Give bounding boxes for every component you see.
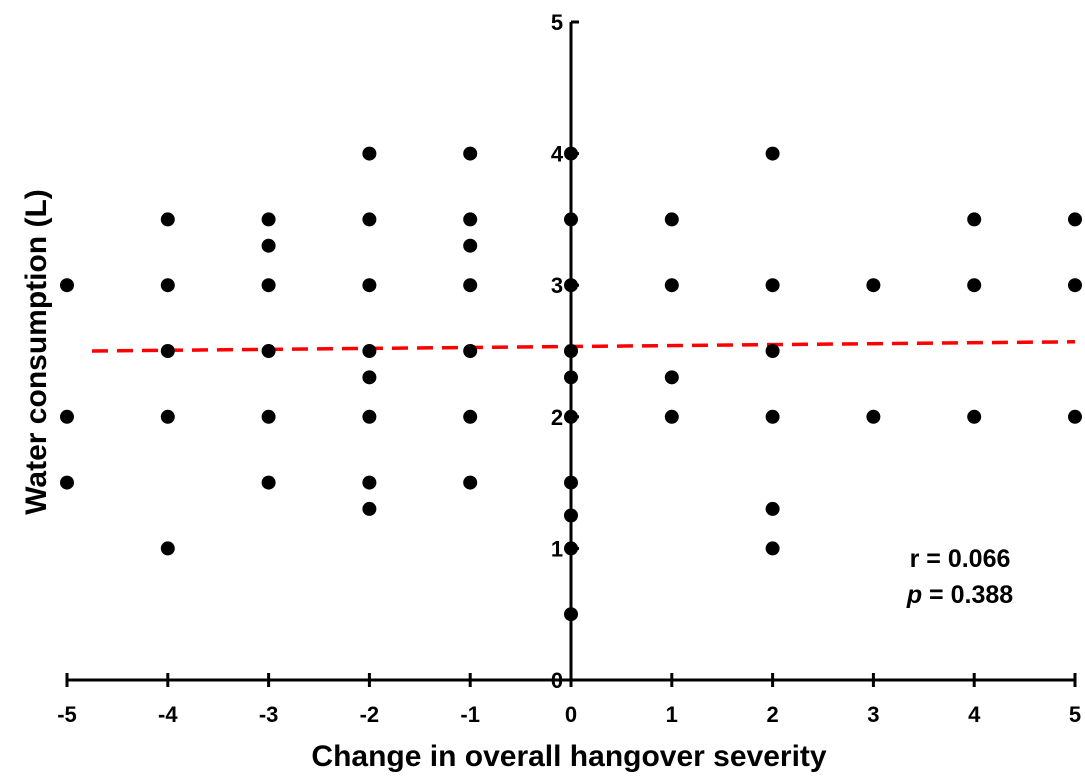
data-point <box>765 278 780 293</box>
data-point <box>362 370 377 385</box>
r-annotation: r = 0.066 <box>910 545 1011 573</box>
p-value: = 0.388 <box>922 581 1013 609</box>
data-point <box>564 475 578 490</box>
x-tick-label: -5 <box>57 702 77 727</box>
p-annotation: p = 0.388 <box>906 581 1013 609</box>
data-point <box>60 409 74 424</box>
x-tick-label: 0 <box>565 702 577 727</box>
y-tick-label: 0 <box>551 668 563 693</box>
data-point <box>664 370 679 385</box>
data-point <box>261 238 276 253</box>
data-point <box>664 212 679 227</box>
data-point <box>463 278 478 293</box>
data-point <box>564 409 578 424</box>
data-point <box>463 344 478 358</box>
data-point <box>564 278 578 293</box>
data-point <box>564 146 578 161</box>
r-value: = 0.066 <box>919 545 1010 573</box>
data-point <box>463 146 478 161</box>
data-point <box>463 475 478 490</box>
data-point <box>564 541 578 556</box>
y-tick-label: 1 <box>551 536 563 561</box>
x-tick-label: -3 <box>259 702 279 727</box>
data-point <box>1068 212 1082 227</box>
data-point <box>362 409 377 424</box>
p-label: p <box>906 581 922 609</box>
data-point <box>160 541 175 556</box>
x-axis-title: Change in overall hangover severity <box>311 740 827 773</box>
data-point <box>765 146 780 161</box>
trendline <box>91 340 1076 353</box>
data-point <box>664 409 679 424</box>
data-point <box>765 501 780 516</box>
data-point <box>261 344 276 358</box>
data-point <box>362 212 377 227</box>
x-tick-label: 3 <box>867 702 879 727</box>
data-point <box>866 409 881 424</box>
y-tick-label: 5 <box>551 10 563 35</box>
data-point <box>765 344 780 358</box>
data-point <box>261 212 276 227</box>
data-point <box>564 344 578 358</box>
x-tick-label: 2 <box>766 702 778 727</box>
data-point <box>160 212 175 227</box>
data-point <box>60 475 74 490</box>
data-point <box>1068 409 1082 424</box>
x-tick-label: -4 <box>158 702 178 727</box>
data-point <box>967 278 982 293</box>
data-point <box>60 278 74 293</box>
data-point <box>362 278 377 293</box>
data-point <box>261 278 276 293</box>
trendline-group <box>91 340 1076 353</box>
x-tick-label: -1 <box>460 702 480 727</box>
data-point <box>664 278 679 293</box>
data-point <box>967 409 982 424</box>
data-point <box>160 409 175 424</box>
data-point <box>866 278 881 293</box>
data-point <box>765 409 780 424</box>
data-point <box>362 501 377 516</box>
data-point <box>362 344 377 358</box>
data-point <box>564 508 578 523</box>
data-point <box>564 370 578 385</box>
data-point <box>1068 278 1082 293</box>
data-point <box>261 409 276 424</box>
x-tick-label: 1 <box>666 702 678 727</box>
y-tick-label: 4 <box>551 142 564 167</box>
data-point <box>261 475 276 490</box>
data-point <box>160 278 175 293</box>
data-point <box>463 212 478 227</box>
data-points <box>60 146 1082 622</box>
y-tick-label: 2 <box>551 405 563 430</box>
data-point <box>765 541 780 556</box>
x-tick-label: 4 <box>968 702 981 727</box>
data-point <box>362 475 377 490</box>
y-tick-label: 3 <box>551 273 563 298</box>
y-ticks: 0 1 2 3 4 5 <box>551 10 579 693</box>
data-point <box>160 344 175 358</box>
data-point <box>564 212 578 227</box>
x-tick-label: -2 <box>360 702 380 727</box>
data-point <box>564 607 578 622</box>
data-point <box>463 238 478 253</box>
r-label: r <box>910 545 920 573</box>
x-ticks: -5 -4 -3 -2 -1 0 1 2 3 4 5 <box>57 673 1081 727</box>
data-point <box>463 409 478 424</box>
x-tick-label: 5 <box>1069 702 1081 727</box>
y-axis-title: Water consumption (L) <box>20 189 53 515</box>
data-point <box>967 212 982 227</box>
data-point <box>362 146 377 161</box>
